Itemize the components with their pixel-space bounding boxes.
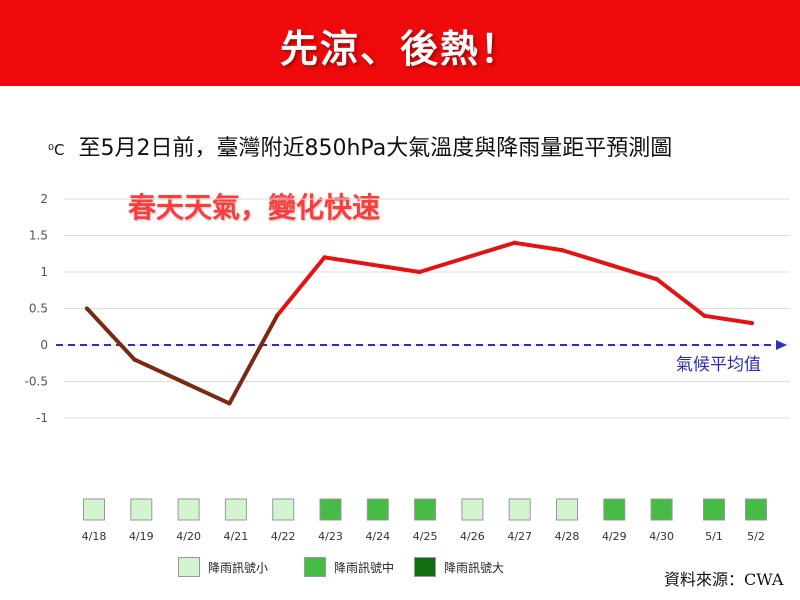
data-point [227, 401, 232, 406]
reference-line-label: 氣候平均值 [676, 355, 761, 375]
x-tick-label: 4/20 [176, 530, 201, 543]
rain-signal-box [272, 498, 295, 521]
y-tick-label: 0 [40, 338, 48, 352]
series-line-segment [322, 255, 374, 267]
series-line-segment [560, 248, 612, 267]
data-point [655, 277, 659, 282]
data-point [560, 248, 564, 253]
series-line-segment [702, 313, 754, 326]
legend-label: 降雨訊號中 [334, 560, 395, 575]
x-tick-label: 4/23 [318, 530, 343, 543]
y-tick-label: -1 [36, 411, 48, 425]
series-line-segment [227, 343, 264, 406]
data-point [607, 262, 612, 267]
title-banner: 先涼、後熱！ [0, 0, 800, 86]
y-tick-label: -0.5 [25, 375, 48, 389]
series-line-segment [607, 262, 659, 282]
legend-label: 降雨訊號大 [444, 560, 505, 575]
rain-signal-box [83, 498, 105, 521]
data-point [85, 306, 89, 311]
data-point [512, 240, 517, 245]
rain-signal-box [508, 498, 531, 521]
rain-signal-box [556, 498, 578, 521]
data-point [750, 321, 754, 326]
data-point [132, 357, 137, 362]
series-line-segment [512, 240, 564, 253]
x-tick-label: 5/1 [705, 530, 723, 543]
legend-item: 降雨訊號小 [178, 557, 268, 577]
series-line-segment [465, 240, 517, 260]
rain-signal-box [414, 498, 437, 521]
data-point [417, 270, 422, 274]
series-line-segment [417, 255, 469, 274]
legend-item: 降雨訊號中 [304, 557, 394, 577]
rain-signal-box [603, 498, 626, 521]
rain-signal-box [703, 498, 725, 521]
rain-signal-box [177, 498, 200, 521]
x-tick-label: 4/26 [460, 530, 485, 543]
y-tick-label: 1.5 [29, 229, 48, 243]
x-tick-label: 4/22 [271, 530, 296, 543]
legend-swatch [304, 557, 326, 577]
legend-swatch [414, 557, 436, 577]
series-line-segment [132, 357, 184, 384]
rain-signal-box [745, 498, 767, 521]
series-line-segment [85, 306, 123, 347]
series-line-segment [655, 277, 707, 318]
legend-swatch [178, 557, 200, 577]
series-line-segment [370, 262, 422, 274]
legend-item: 降雨訊號大 [414, 557, 504, 577]
chart-subtitle: 春天天氣，變化快速 [128, 191, 381, 224]
x-tick-label: 4/30 [649, 530, 674, 543]
rain-signal-box [366, 498, 389, 521]
x-tick-label: 4/21 [224, 530, 249, 543]
series-line-segment [118, 343, 137, 362]
chart-title: 至5月2日前，臺灣附近850hPa大氣溫度與降雨量距平預測圖 [78, 136, 673, 161]
x-tick-label: 5/2 [747, 530, 765, 543]
banner-title: 先涼、後熱！ [279, 27, 520, 71]
data-point [180, 379, 184, 384]
chart-title-row: ⁰C 至5月2日前，臺灣附近850hPa大氣溫度與降雨量距平預測圖 [48, 130, 672, 162]
data-point [275, 313, 279, 318]
series-line-segment [180, 379, 232, 406]
data-point [322, 255, 327, 260]
rain-signal-box [650, 498, 673, 521]
x-tick-label: 4/18 [82, 530, 107, 543]
data-point [702, 313, 707, 318]
x-tick-label: 4/28 [555, 530, 580, 543]
series-line-segment [259, 313, 279, 347]
reference-arrow [776, 340, 787, 350]
x-tick-label: 4/29 [602, 530, 627, 543]
data-point [370, 262, 374, 267]
source-credit: 資料來源：CWA [664, 570, 784, 589]
data-point [465, 255, 469, 260]
legend-label: 降雨訊號小 [208, 560, 269, 575]
x-tick-label: 4/27 [507, 530, 532, 543]
y-tick-label: 2 [40, 192, 48, 206]
rain-signal-box [224, 498, 247, 521]
y-tick-label: 1 [40, 265, 48, 279]
x-tick-label: 4/24 [365, 530, 390, 543]
y-tick-label: 0.5 [29, 302, 48, 316]
rain-signal-box [130, 498, 153, 521]
unit-label: ⁰C [48, 141, 65, 159]
x-tick-label: 4/19 [129, 530, 154, 543]
x-tick-label: 4/25 [413, 530, 438, 543]
series-line-segment [275, 255, 327, 318]
rain-signal-box [319, 498, 342, 521]
rain-signal-box [461, 498, 484, 521]
